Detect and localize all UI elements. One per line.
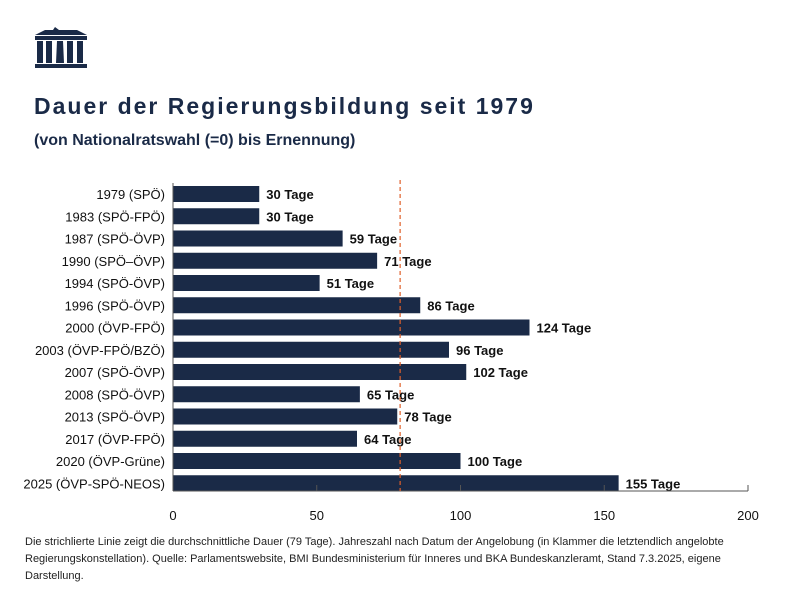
category-label: 2003 (ÖVP-FPÖ/BZÖ)	[35, 343, 165, 358]
parliament-building-icon	[35, 27, 87, 68]
data-label: 71 Tage	[384, 254, 431, 269]
data-label: 59 Tage	[350, 232, 397, 247]
bar	[173, 186, 260, 202]
x-tick-label: 100	[450, 508, 472, 523]
data-label: 86 Tage	[427, 298, 474, 313]
category-label: 2020 (ÖVP-Grüne)	[56, 454, 165, 469]
data-label: 102 Tage	[473, 365, 528, 380]
data-label: 65 Tage	[367, 387, 414, 402]
data-label: 30 Tage	[266, 209, 313, 224]
bar	[173, 297, 421, 314]
data-label: 155 Tage	[626, 476, 681, 491]
category-label: 2017 (ÖVP-FPÖ)	[65, 432, 165, 447]
category-label: 2025 (ÖVP-SPÖ-NEOS)	[23, 476, 165, 491]
bar	[173, 475, 619, 492]
chart-subtitle: (von Nationalratswahl (=0) bis Ernennung…	[34, 132, 356, 149]
category-label: 1990 (SPÖ–ÖVP)	[62, 254, 165, 269]
data-label: 96 Tage	[456, 343, 503, 358]
bar	[173, 364, 467, 380]
category-label: 1996 (SPÖ-ÖVP)	[65, 298, 165, 313]
bar	[173, 252, 378, 269]
bar-chart: 1979 (SPÖ) 30 Tage 1983 (SPÖ-FPÖ) 30 Tage 19…	[23, 180, 759, 523]
bar	[173, 453, 461, 469]
data-label: 124 Tage	[537, 321, 592, 336]
data-label: 78 Tage	[404, 410, 451, 425]
data-label: 30 Tage	[266, 187, 313, 202]
bar	[173, 319, 530, 336]
bar	[173, 341, 449, 358]
data-label: 51 Tage	[327, 276, 374, 291]
bar	[173, 208, 260, 225]
category-label: 2008 (SPÖ-ÖVP)	[65, 387, 165, 402]
category-label: 1994 (SPÖ-ÖVP)	[65, 276, 165, 291]
bar	[173, 386, 360, 403]
x-tick-label: 200	[737, 508, 759, 523]
bar	[173, 230, 343, 247]
bar	[173, 408, 398, 425]
x-tick-label: 0	[169, 508, 176, 523]
footnote: Die strichlierte Linie zeigt die durchsc…	[25, 536, 724, 582]
category-label: 2000 (ÖVP-FPÖ)	[65, 321, 165, 336]
bar	[173, 275, 320, 291]
x-tick-label: 50	[310, 508, 324, 523]
category-label: 1987 (SPÖ-ÖVP)	[65, 232, 165, 247]
x-tick-label: 150	[593, 508, 615, 523]
category-label: 2013 (SPÖ-ÖVP)	[65, 410, 165, 425]
category-label: 2007 (SPÖ-ÖVP)	[65, 365, 165, 380]
data-label: 64 Tage	[364, 432, 411, 447]
data-label: 100 Tage	[468, 454, 523, 469]
bar	[173, 430, 357, 447]
category-label: 1983 (SPÖ-FPÖ)	[65, 209, 165, 224]
category-label: 1979 (SPÖ)	[96, 187, 165, 202]
chart-title: Dauer der Regierungsbildung seit 1979	[34, 93, 535, 119]
